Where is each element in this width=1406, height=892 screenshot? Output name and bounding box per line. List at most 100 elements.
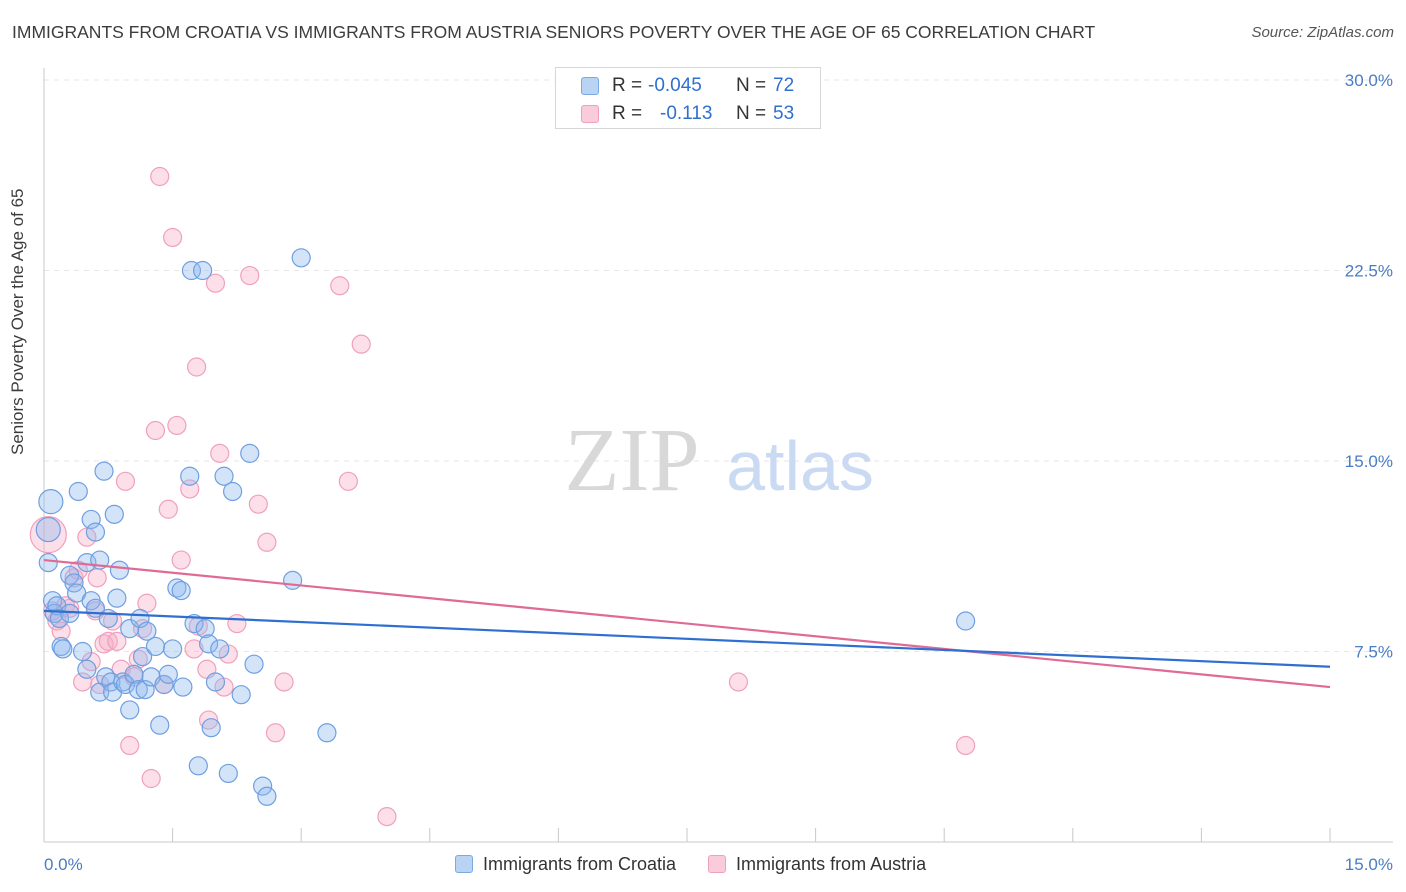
croatia-point	[253, 776, 273, 796]
croatia-point	[120, 700, 140, 720]
croatia-point	[53, 639, 73, 659]
austria-point	[956, 735, 976, 756]
croatia-point	[145, 636, 166, 657]
austria-point	[141, 768, 161, 789]
austria-point	[107, 631, 127, 651]
austria-point	[158, 499, 178, 519]
y-tick-label: 15.0%	[1345, 452, 1393, 471]
croatia-point	[205, 672, 226, 692]
austria-point	[120, 735, 140, 756]
croatia-point	[132, 646, 153, 667]
x-tick-label-min: 0.0%	[44, 855, 83, 874]
croatia-point	[244, 654, 264, 674]
croatia-point	[240, 443, 260, 463]
croatia-point	[184, 613, 204, 634]
austria-point	[115, 471, 136, 491]
croatia-point	[68, 481, 88, 502]
austria-point	[240, 265, 260, 286]
croatia-point	[98, 608, 118, 629]
y-tick-label: 7.5%	[1354, 643, 1393, 662]
trend-lines	[43, 558, 1331, 689]
croatia-point	[154, 674, 174, 695]
croatia-point	[193, 260, 213, 281]
austria-point	[248, 494, 268, 514]
croatia-point	[210, 639, 230, 659]
austria-trend-line	[43, 558, 1331, 689]
austria-point	[167, 415, 187, 436]
grid-lines	[44, 79, 1393, 652]
austria-n-label: N =	[736, 103, 767, 124]
croatia-point	[113, 672, 133, 692]
croatia-point	[163, 639, 183, 659]
legend-croatia-label: Immigrants from Croatia	[483, 853, 677, 874]
austria-point	[145, 420, 166, 441]
croatia-point	[317, 723, 337, 743]
croatia-point	[38, 552, 58, 573]
croatia-point	[49, 608, 70, 629]
stats-legend: R = -0.045 N = 72 R = -0.113 N = 53	[555, 67, 821, 129]
croatia-point	[214, 466, 234, 486]
y-tick-label: 30.0%	[1345, 71, 1393, 90]
austria-point	[171, 550, 191, 570]
croatia-point	[60, 603, 80, 624]
croatia-point	[283, 570, 303, 590]
austria-point	[338, 471, 358, 491]
axes	[43, 68, 1393, 843]
croatia-point	[181, 260, 202, 281]
austria-r-value: -0.113	[660, 103, 713, 124]
croatia-point	[44, 603, 64, 624]
croatia-swatch	[581, 77, 599, 95]
croatia-point	[199, 634, 219, 654]
y-tick-label: 22.5%	[1345, 262, 1393, 281]
austria-point	[351, 334, 371, 354]
austria-n-value: 53	[773, 103, 795, 124]
austria-swatch	[581, 105, 599, 123]
chart-title: IMMIGRANTS FROM CROATIA VS IMMIGRANTS FR…	[12, 22, 1096, 42]
austria-point	[330, 276, 350, 296]
x-tick-labels: 0.0% 15.0%	[44, 855, 1393, 874]
austria-point	[150, 166, 170, 187]
croatia-point	[173, 677, 193, 697]
austria-point	[205, 273, 226, 293]
watermark: ZIP atlas	[565, 411, 874, 510]
croatia-r-label: R =	[612, 75, 643, 96]
croatia-point	[38, 489, 64, 515]
croatia-point	[35, 516, 61, 543]
austria-point	[227, 613, 247, 634]
series-croatia-points	[35, 248, 976, 806]
austria-point	[274, 672, 294, 692]
austria-point	[163, 227, 183, 248]
austria-r-label: R =	[612, 103, 643, 124]
austria-point	[187, 357, 207, 377]
legend-item-croatia: Immigrants from Croatia	[455, 854, 676, 875]
croatia-point	[109, 560, 130, 580]
croatia-point	[135, 679, 155, 700]
austria-point	[728, 672, 749, 692]
croatia-point	[291, 248, 311, 268]
austria-point	[257, 532, 277, 552]
croatia-point	[81, 509, 101, 530]
croatia-n-value: 72	[773, 75, 795, 96]
austria-point	[377, 806, 397, 827]
austria-point	[265, 723, 286, 743]
croatia-point	[77, 659, 97, 679]
croatia-point	[188, 756, 208, 776]
croatia-point	[150, 715, 170, 735]
legend-austria-swatch	[708, 855, 727, 873]
austria-point	[29, 516, 67, 554]
austria-point	[184, 639, 204, 659]
croatia-point	[201, 718, 221, 738]
croatia-point	[257, 786, 277, 806]
croatia-point	[218, 763, 238, 784]
croatia-n-label: N =	[736, 75, 767, 96]
croatia-point	[104, 504, 124, 524]
y-axis-label: Seniors Poverty Over the Age of 65	[8, 188, 27, 455]
austria-point	[87, 568, 107, 588]
austria-point	[199, 710, 219, 730]
bottom-legend: Immigrants from Croatia Immigrants from …	[455, 852, 926, 876]
stats-row-austria: R = -0.113 N = 53	[556, 100, 820, 128]
watermark-atlas: atlas	[726, 427, 874, 505]
croatia-point	[137, 621, 157, 641]
legend-austria-label: Immigrants from Austria	[736, 853, 927, 874]
